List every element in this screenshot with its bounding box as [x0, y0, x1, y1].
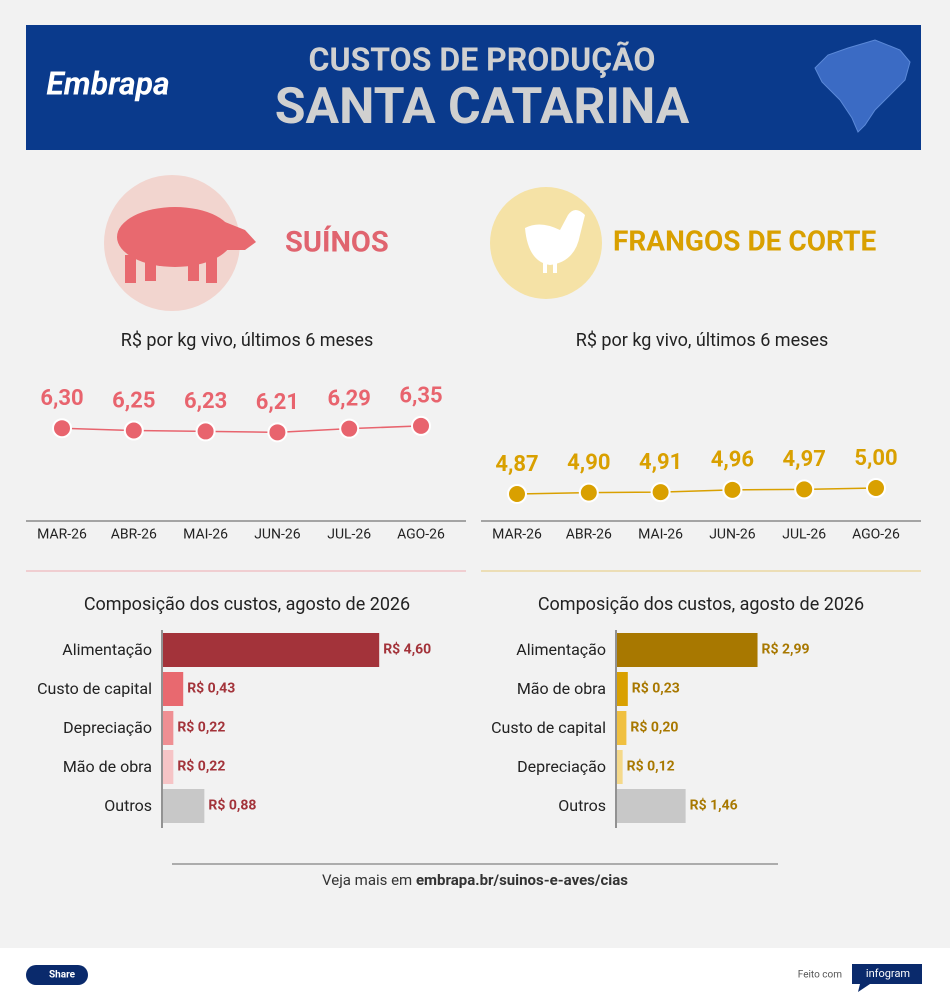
value-label: 6,25	[112, 388, 155, 413]
point	[339, 418, 360, 439]
bar	[163, 711, 174, 745]
value-label: R$ 1,46	[690, 797, 738, 814]
point	[650, 482, 671, 503]
x-tick-label: MAI-26	[638, 527, 683, 543]
chart-subtitle: R$ por kg vivo, últimos 6 meses	[576, 330, 829, 351]
bar	[163, 633, 380, 667]
y-tick-label: Depreciação	[517, 757, 606, 776]
y-tick-label: Mão de obra	[63, 757, 152, 776]
line	[516, 487, 877, 495]
y-tick-label: Custo de capital	[491, 718, 606, 737]
x-tick-label: ABR-26	[111, 527, 157, 543]
x-tick-label: MAR-26	[492, 527, 542, 543]
value-label: R$ 2,99	[762, 641, 810, 658]
brand[interactable]: infogram	[866, 967, 910, 980]
background	[0, 0, 950, 948]
value-label: 4,96	[711, 448, 754, 473]
bar	[617, 711, 627, 745]
footer-note: Veja mais em embrapa.br/suinos-e-aves/ci…	[322, 871, 628, 889]
line	[61, 425, 422, 434]
point	[866, 478, 886, 498]
x-tick-label: JUL-26	[782, 527, 826, 543]
point	[123, 420, 144, 441]
chicken-icon	[525, 210, 585, 273]
value-label: 4,91	[639, 450, 682, 475]
pig-icon	[117, 207, 256, 283]
brand-badge[interactable]	[852, 964, 922, 992]
value-label: 5,00	[854, 446, 897, 471]
y-tick-label: Outros	[104, 796, 152, 815]
value-label: 6,29	[328, 386, 371, 411]
x-tick-label: AGO-26	[852, 527, 900, 543]
brazil-map	[814, 39, 911, 133]
section-title: FRANGOS DE CORTE	[613, 224, 876, 257]
made-with: Feito com	[798, 970, 842, 981]
point	[722, 479, 743, 500]
value-label: 4,97	[783, 447, 826, 472]
x-tick-label: MAI-26	[183, 527, 228, 543]
header-title: CUSTOS DE PRODUÇÃO	[309, 40, 656, 78]
value-label: R$ 0,22	[177, 719, 225, 736]
bar	[163, 789, 205, 823]
x-tick-label: ABR-26	[566, 527, 612, 543]
value-label: R$ 0,88	[208, 797, 256, 814]
value-label: 6,30	[40, 386, 83, 411]
y-tick-label: Alimentação	[62, 640, 152, 659]
value-label: R$ 0,20	[630, 719, 678, 736]
bar	[617, 672, 628, 706]
share-button[interactable]	[26, 965, 88, 985]
section-title: SUÍNOS	[285, 225, 389, 260]
footer-link[interactable]: embrapa.br/suinos-e-aves/cias	[416, 871, 628, 889]
footer-text: Veja mais em	[322, 871, 412, 889]
bar	[163, 750, 174, 784]
bar	[163, 672, 184, 706]
chart-subtitle: R$ por kg vivo, últimos 6 meses	[121, 330, 374, 351]
y-tick-label: Outros	[558, 796, 606, 815]
x-tick-label: JUN-26	[709, 527, 756, 543]
chart-subtitle: Composição dos custos, agosto de 2026	[84, 594, 410, 615]
value-label: 6,35	[399, 384, 442, 409]
value-label: R$ 0,43	[187, 680, 235, 697]
bar	[617, 789, 686, 823]
value-label: R$ 4,60	[383, 641, 431, 658]
header-band	[26, 25, 921, 150]
value-label: 4,87	[495, 452, 538, 477]
bar	[617, 633, 758, 667]
value-label: R$ 0,23	[632, 680, 680, 697]
value-label: 6,21	[256, 390, 299, 415]
x-tick-label: JUN-26	[254, 527, 301, 543]
x-tick-label: MAR-26	[37, 527, 87, 543]
point	[411, 415, 431, 436]
y-tick-label: Custo de capital	[37, 679, 152, 698]
point	[578, 482, 599, 503]
point	[267, 422, 288, 443]
y-tick-label: Mão de obra	[517, 679, 606, 698]
x-tick-label: JUL-26	[327, 527, 371, 543]
header-subtitle: SANTA CATARINA	[275, 78, 690, 136]
value-label: 4,90	[567, 450, 610, 475]
point	[52, 418, 72, 439]
chart-subtitle: Composição dos custos, agosto de 2026	[538, 594, 864, 615]
point	[195, 421, 216, 442]
x-tick-label: AGO-26	[397, 527, 445, 543]
bar	[617, 750, 623, 784]
value-label: R$ 0,22	[177, 758, 225, 775]
value-label: R$ 0,12	[627, 758, 675, 775]
y-tick-label: Depreciação	[63, 718, 152, 737]
point	[794, 479, 815, 500]
point	[507, 483, 527, 504]
value-label: 6,23	[184, 389, 227, 414]
logo: Embrapa	[46, 64, 169, 102]
share-label[interactable]: Share	[49, 970, 76, 981]
y-tick-label: Alimentação	[516, 640, 606, 659]
